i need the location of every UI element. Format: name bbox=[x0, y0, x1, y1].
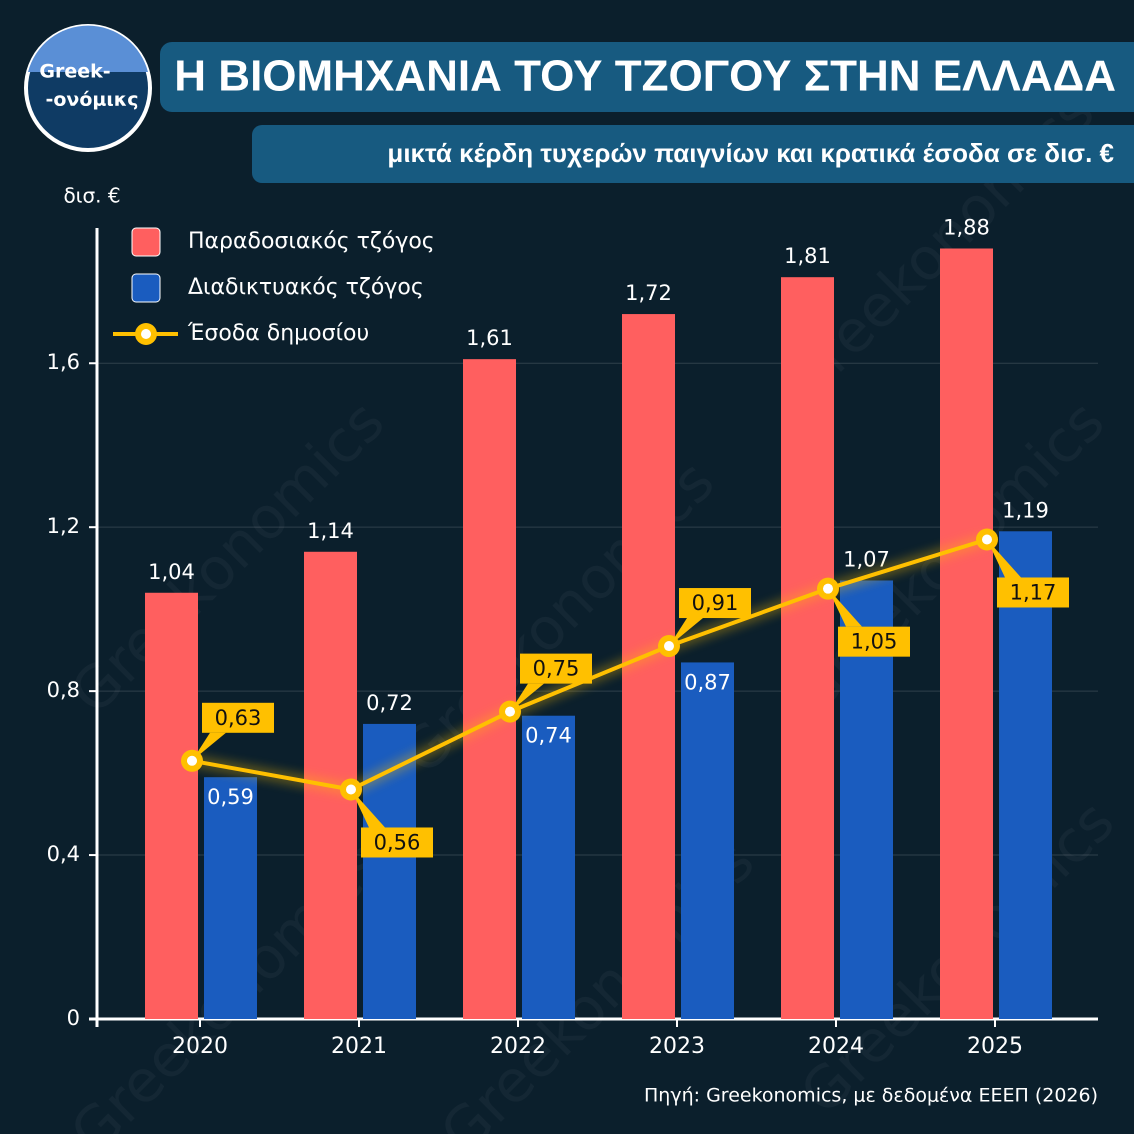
title-box bbox=[160, 42, 1134, 112]
logo-text: -ονόμικς bbox=[45, 89, 138, 111]
logo-flag bbox=[28, 25, 148, 72]
data-label: 0,56 bbox=[374, 830, 421, 854]
label-box bbox=[361, 827, 433, 858]
source: Πηγή: Greekonomics, με δεδομένα ΕΕΕΠ (20… bbox=[644, 1085, 1098, 1107]
x-tick-label: 2024 bbox=[808, 1034, 864, 1059]
data-label: 1,04 bbox=[148, 560, 195, 584]
callout bbox=[987, 539, 1021, 578]
data-label: 0,72 bbox=[366, 691, 413, 715]
bar bbox=[204, 777, 257, 1019]
label-box bbox=[679, 588, 751, 619]
bar bbox=[363, 723, 416, 1019]
data-label: 0,87 bbox=[684, 670, 731, 694]
bar bbox=[522, 715, 575, 1019]
legend-label: Παραδοσιακός τζόγος bbox=[188, 229, 435, 254]
label-box bbox=[838, 626, 910, 657]
bar bbox=[940, 248, 993, 1019]
legend-swatch bbox=[131, 273, 161, 303]
bar bbox=[781, 277, 834, 1019]
callout bbox=[192, 732, 226, 761]
callout bbox=[351, 789, 385, 828]
logo-text: Greek- bbox=[39, 61, 110, 83]
bar bbox=[681, 662, 734, 1019]
data-label: 1,17 bbox=[1010, 580, 1057, 604]
bar bbox=[145, 592, 198, 1019]
legend-swatch bbox=[131, 227, 161, 257]
point-center bbox=[505, 706, 515, 717]
y-tick-label: 0,8 bbox=[47, 678, 80, 702]
chart-subtitle: μικτά κέρδη τυχερών παιγνίων και κρατικά… bbox=[387, 138, 1114, 168]
y-axis-label: δισ. € bbox=[63, 184, 120, 208]
x-tick-label: 2021 bbox=[331, 1034, 387, 1059]
legend-label: Έσοδα δημοσίου bbox=[187, 321, 369, 346]
data-label: 0,91 bbox=[692, 591, 739, 615]
legend-marker-center bbox=[141, 329, 151, 339]
data-label: 1,05 bbox=[851, 630, 898, 654]
point-center bbox=[664, 641, 674, 652]
y-tick-label: 0 bbox=[67, 1006, 80, 1030]
callout bbox=[828, 588, 862, 627]
x-tick-label: 2022 bbox=[490, 1034, 546, 1059]
y-tick-label: 1,2 bbox=[47, 514, 80, 538]
data-label: 0,63 bbox=[215, 706, 262, 730]
subtitle-box bbox=[252, 125, 1134, 183]
x-tick-label: 2020 bbox=[172, 1034, 228, 1059]
point-center bbox=[982, 534, 992, 545]
data-label: 0,59 bbox=[207, 785, 254, 809]
data-label: 1,72 bbox=[625, 281, 672, 305]
bar bbox=[622, 314, 675, 1019]
chart-title: Η ΒΙΟΜΗΧΑΝΙΑ ΤΟΥ ΤΖΟΓΟΥ ΣΤΗΝ ΕΛΛΑΔΑ bbox=[174, 52, 1116, 101]
point-center bbox=[346, 784, 356, 795]
data-label: 1,19 bbox=[1002, 498, 1049, 522]
label-box bbox=[202, 702, 274, 733]
data-label: 1,14 bbox=[307, 519, 354, 543]
bar bbox=[463, 359, 516, 1019]
y-tick-label: 0,4 bbox=[47, 842, 80, 866]
x-tick-label: 2023 bbox=[649, 1034, 705, 1059]
point-center bbox=[823, 583, 833, 594]
data-label: 0,75 bbox=[533, 657, 580, 681]
label-box bbox=[997, 577, 1069, 608]
point-center bbox=[187, 755, 197, 766]
data-label: 1,07 bbox=[843, 547, 890, 571]
data-label: 1,88 bbox=[943, 215, 990, 239]
label-box bbox=[520, 653, 592, 684]
data-label: 1,81 bbox=[784, 244, 831, 268]
callout bbox=[510, 683, 544, 712]
bar bbox=[999, 531, 1052, 1019]
y-tick-label: 1,6 bbox=[47, 350, 80, 374]
legend-label: Διαδικτυακός τζόγος bbox=[188, 275, 424, 300]
x-tick-label: 2025 bbox=[967, 1034, 1023, 1059]
data-label: 0,74 bbox=[525, 724, 572, 748]
data-label: 1,61 bbox=[466, 326, 513, 350]
callout bbox=[669, 618, 703, 647]
